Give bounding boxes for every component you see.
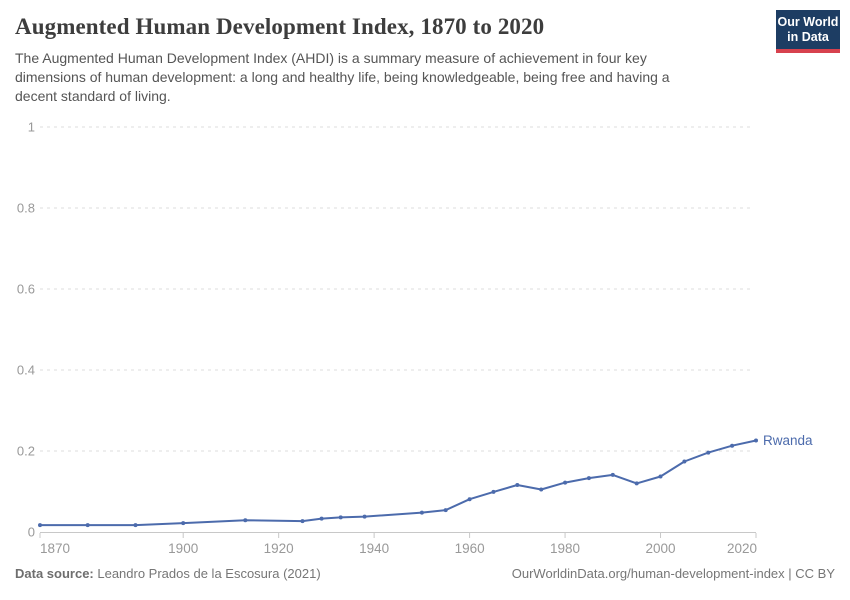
data-point[interactable] <box>362 514 367 519</box>
data-point[interactable] <box>443 508 448 513</box>
data-point[interactable] <box>539 487 544 492</box>
data-point[interactable] <box>754 438 758 443</box>
x-tick-label: 2000 <box>646 541 676 556</box>
chart-subtitle: The Augmented Human Development Index (A… <box>15 49 755 106</box>
data-point[interactable] <box>85 523 90 528</box>
x-tick-label: 1940 <box>359 541 389 556</box>
owid-logo-line1: Our World <box>777 15 839 29</box>
rwanda-line-series[interactable] <box>39 439 757 527</box>
data-point[interactable] <box>133 523 138 528</box>
data-point[interactable] <box>610 472 615 477</box>
data-point[interactable] <box>730 443 735 448</box>
footer-license-link[interactable]: OurWorldinData.org/human-development-ind… <box>511 566 835 581</box>
x-tick-label: 1870 <box>40 541 70 556</box>
data-point[interactable] <box>658 474 663 479</box>
data-point[interactable] <box>491 489 496 494</box>
x-tick-label: 2020 <box>727 541 757 556</box>
x-tick-label: 1980 <box>550 541 580 556</box>
data-source: Data source: Leandro Prados de la Escosu… <box>15 566 321 581</box>
chart-subtitle-line: The Augmented Human Development Index (A… <box>15 50 647 66</box>
chart-footer: Data source: Leandro Prados de la Escosu… <box>15 566 835 581</box>
y-tick-label: 1 <box>28 120 35 135</box>
data-point[interactable] <box>300 519 305 524</box>
x-tick-label: 1920 <box>264 541 294 556</box>
chart-title: Augmented Human Development Index, 1870 … <box>15 14 545 39</box>
data-point[interactable] <box>419 510 424 515</box>
data-point[interactable] <box>515 483 520 487</box>
y-tick-label: 0.8 <box>17 201 35 216</box>
y-tick-label: 0.4 <box>17 363 35 378</box>
data-point[interactable] <box>338 515 343 520</box>
data-point[interactable] <box>319 516 324 521</box>
owid-logo-line2: in Data <box>787 30 829 44</box>
y-tick-label: 0.2 <box>17 444 35 459</box>
data-point[interactable] <box>181 521 186 526</box>
chart-subtitle-line: decent standard of living. <box>15 88 171 104</box>
x-tick-label: 1900 <box>168 541 198 556</box>
entity-label-rwanda[interactable]: Rwanda <box>763 433 813 448</box>
data-point[interactable] <box>706 450 711 455</box>
data-point[interactable] <box>586 476 591 481</box>
data-point[interactable] <box>563 480 568 485</box>
x-tick-label: 1960 <box>455 541 485 556</box>
data-point[interactable] <box>243 518 248 523</box>
chart-header: Augmented Human Development Index, 1870 … <box>15 14 755 106</box>
owid-logo[interactable]: Our World in Data <box>776 10 840 53</box>
data-source-value: Leandro Prados de la Escosura (2021) <box>93 566 321 581</box>
y-tick-label: 0.6 <box>17 282 35 297</box>
data-source-label: Data source: <box>15 566 94 581</box>
data-point[interactable] <box>634 481 639 486</box>
data-point[interactable] <box>682 459 687 464</box>
y-tick-label: 0 <box>28 525 35 540</box>
data-point[interactable] <box>467 497 472 502</box>
data-point[interactable] <box>38 523 42 528</box>
chart-subtitle-line: dimensions of human development: a long … <box>15 69 670 85</box>
